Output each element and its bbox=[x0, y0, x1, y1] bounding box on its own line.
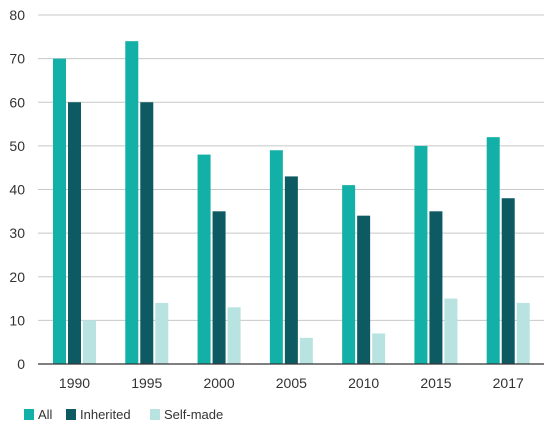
bar-self-made-2010 bbox=[372, 333, 386, 364]
bar-all-2015 bbox=[414, 145, 428, 364]
x-tick-label: 2017 bbox=[493, 375, 524, 391]
bar-inherited-2005 bbox=[284, 176, 298, 364]
bar-inherited-2017 bbox=[501, 198, 515, 364]
bar-all-1990 bbox=[53, 58, 66, 364]
x-tick-label: 2015 bbox=[420, 375, 451, 391]
y-tick-label: 40 bbox=[9, 182, 25, 198]
bar-self-made-2017 bbox=[516, 302, 530, 364]
bar-all-2010 bbox=[342, 185, 356, 364]
y-tick-label: 60 bbox=[9, 94, 25, 110]
x-tick-label: 2000 bbox=[203, 375, 234, 391]
bar-inherited-2000 bbox=[212, 211, 226, 364]
legend-swatch-inherited bbox=[66, 409, 76, 420]
bar-self-made-1990 bbox=[83, 320, 96, 364]
legend-label-self-made: Self-made bbox=[164, 407, 223, 422]
legend-swatch-all bbox=[24, 409, 34, 420]
y-tick-label: 50 bbox=[9, 138, 25, 154]
bar-inherited-2010 bbox=[357, 215, 371, 364]
bar-all-1995 bbox=[125, 41, 139, 365]
x-tick-label: 2005 bbox=[276, 375, 307, 391]
bar-self-made-1995 bbox=[155, 302, 169, 364]
bar-inherited-1995 bbox=[140, 102, 154, 364]
y-tick-label: 70 bbox=[9, 51, 25, 67]
y-tick-label: 20 bbox=[9, 269, 25, 285]
x-axis-ticks: 1990 1995 2000 2005 2010 2015 2017 bbox=[59, 375, 524, 391]
y-tick-label: 30 bbox=[9, 225, 25, 241]
y-tick-label: 80 bbox=[9, 7, 25, 23]
y-tick-label: 10 bbox=[9, 312, 25, 328]
bar-all-2005 bbox=[269, 150, 283, 364]
y-tick-label: 0 bbox=[17, 356, 25, 372]
bar-all-2017 bbox=[486, 137, 500, 364]
bars bbox=[53, 41, 530, 365]
legend-label-all: All bbox=[38, 407, 53, 422]
y-axis-ticks: 0 10 20 30 40 50 60 70 80 bbox=[9, 7, 25, 372]
x-tick-label: 1995 bbox=[131, 375, 162, 391]
x-tick-label: 1990 bbox=[59, 375, 90, 391]
legend-swatch-self-made bbox=[150, 409, 160, 420]
bar-inherited-1990 bbox=[68, 102, 81, 364]
bar-all-2000 bbox=[197, 154, 211, 364]
bar-self-made-2005 bbox=[299, 337, 313, 364]
bar-self-made-2015 bbox=[444, 298, 458, 364]
x-tick-label: 2010 bbox=[348, 375, 379, 391]
bar-inherited-2015 bbox=[429, 211, 443, 364]
legend: All Inherited Self-made bbox=[24, 407, 223, 422]
bar-self-made-2000 bbox=[227, 307, 241, 364]
legend-label-inherited: Inherited bbox=[80, 407, 131, 422]
